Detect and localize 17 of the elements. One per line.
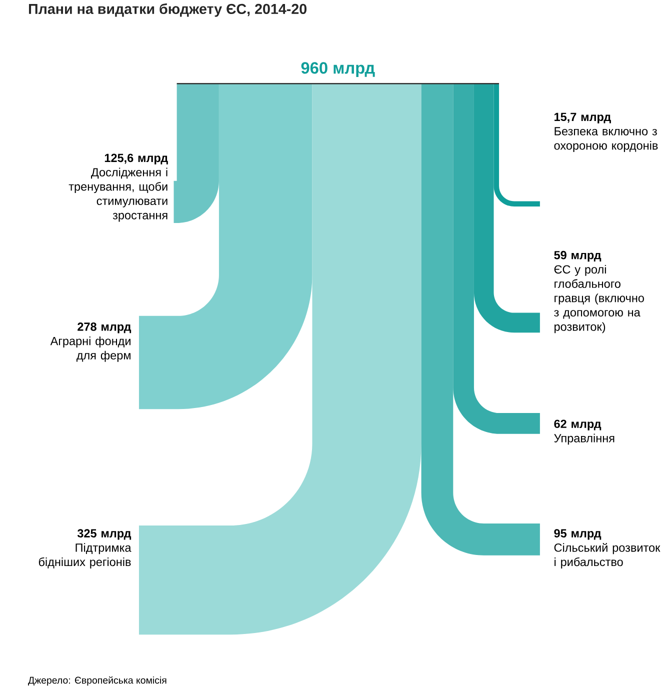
category-label: Дослідження і тренування, щоби стимулювати зростання	[68, 168, 168, 222]
data-label: 95 млрд	[554, 529, 602, 540]
category-label: Безпека включно з охороною кордонів	[554, 127, 658, 152]
category-label: ЄС у ролі глобального гравця (включно з допомогою на розвиток)	[554, 264, 644, 334]
text: Плани на видатки бюджету ЄС, 2014-20	[29, 3, 307, 17]
text: 960 млрд	[301, 62, 375, 77]
data-label: 278 млрд	[78, 322, 132, 334]
data-label: 15,7 млрд	[554, 112, 612, 124]
data-label: 125,6 млрд	[105, 154, 168, 164]
category-label: Аграрні фонди для ферм	[50, 336, 131, 362]
data-label: 325 млрд	[78, 529, 132, 540]
text: Джерело: Європейська комісія	[28, 676, 166, 686]
category-label: Сільський розвиток і рибальство	[554, 542, 660, 568]
data-label: 59 млрд	[554, 250, 602, 262]
category-label: Управління	[554, 434, 614, 445]
data-label: 62 млрд	[554, 420, 602, 430]
category-label: Підтримка бідніших регіонів	[39, 543, 132, 568]
